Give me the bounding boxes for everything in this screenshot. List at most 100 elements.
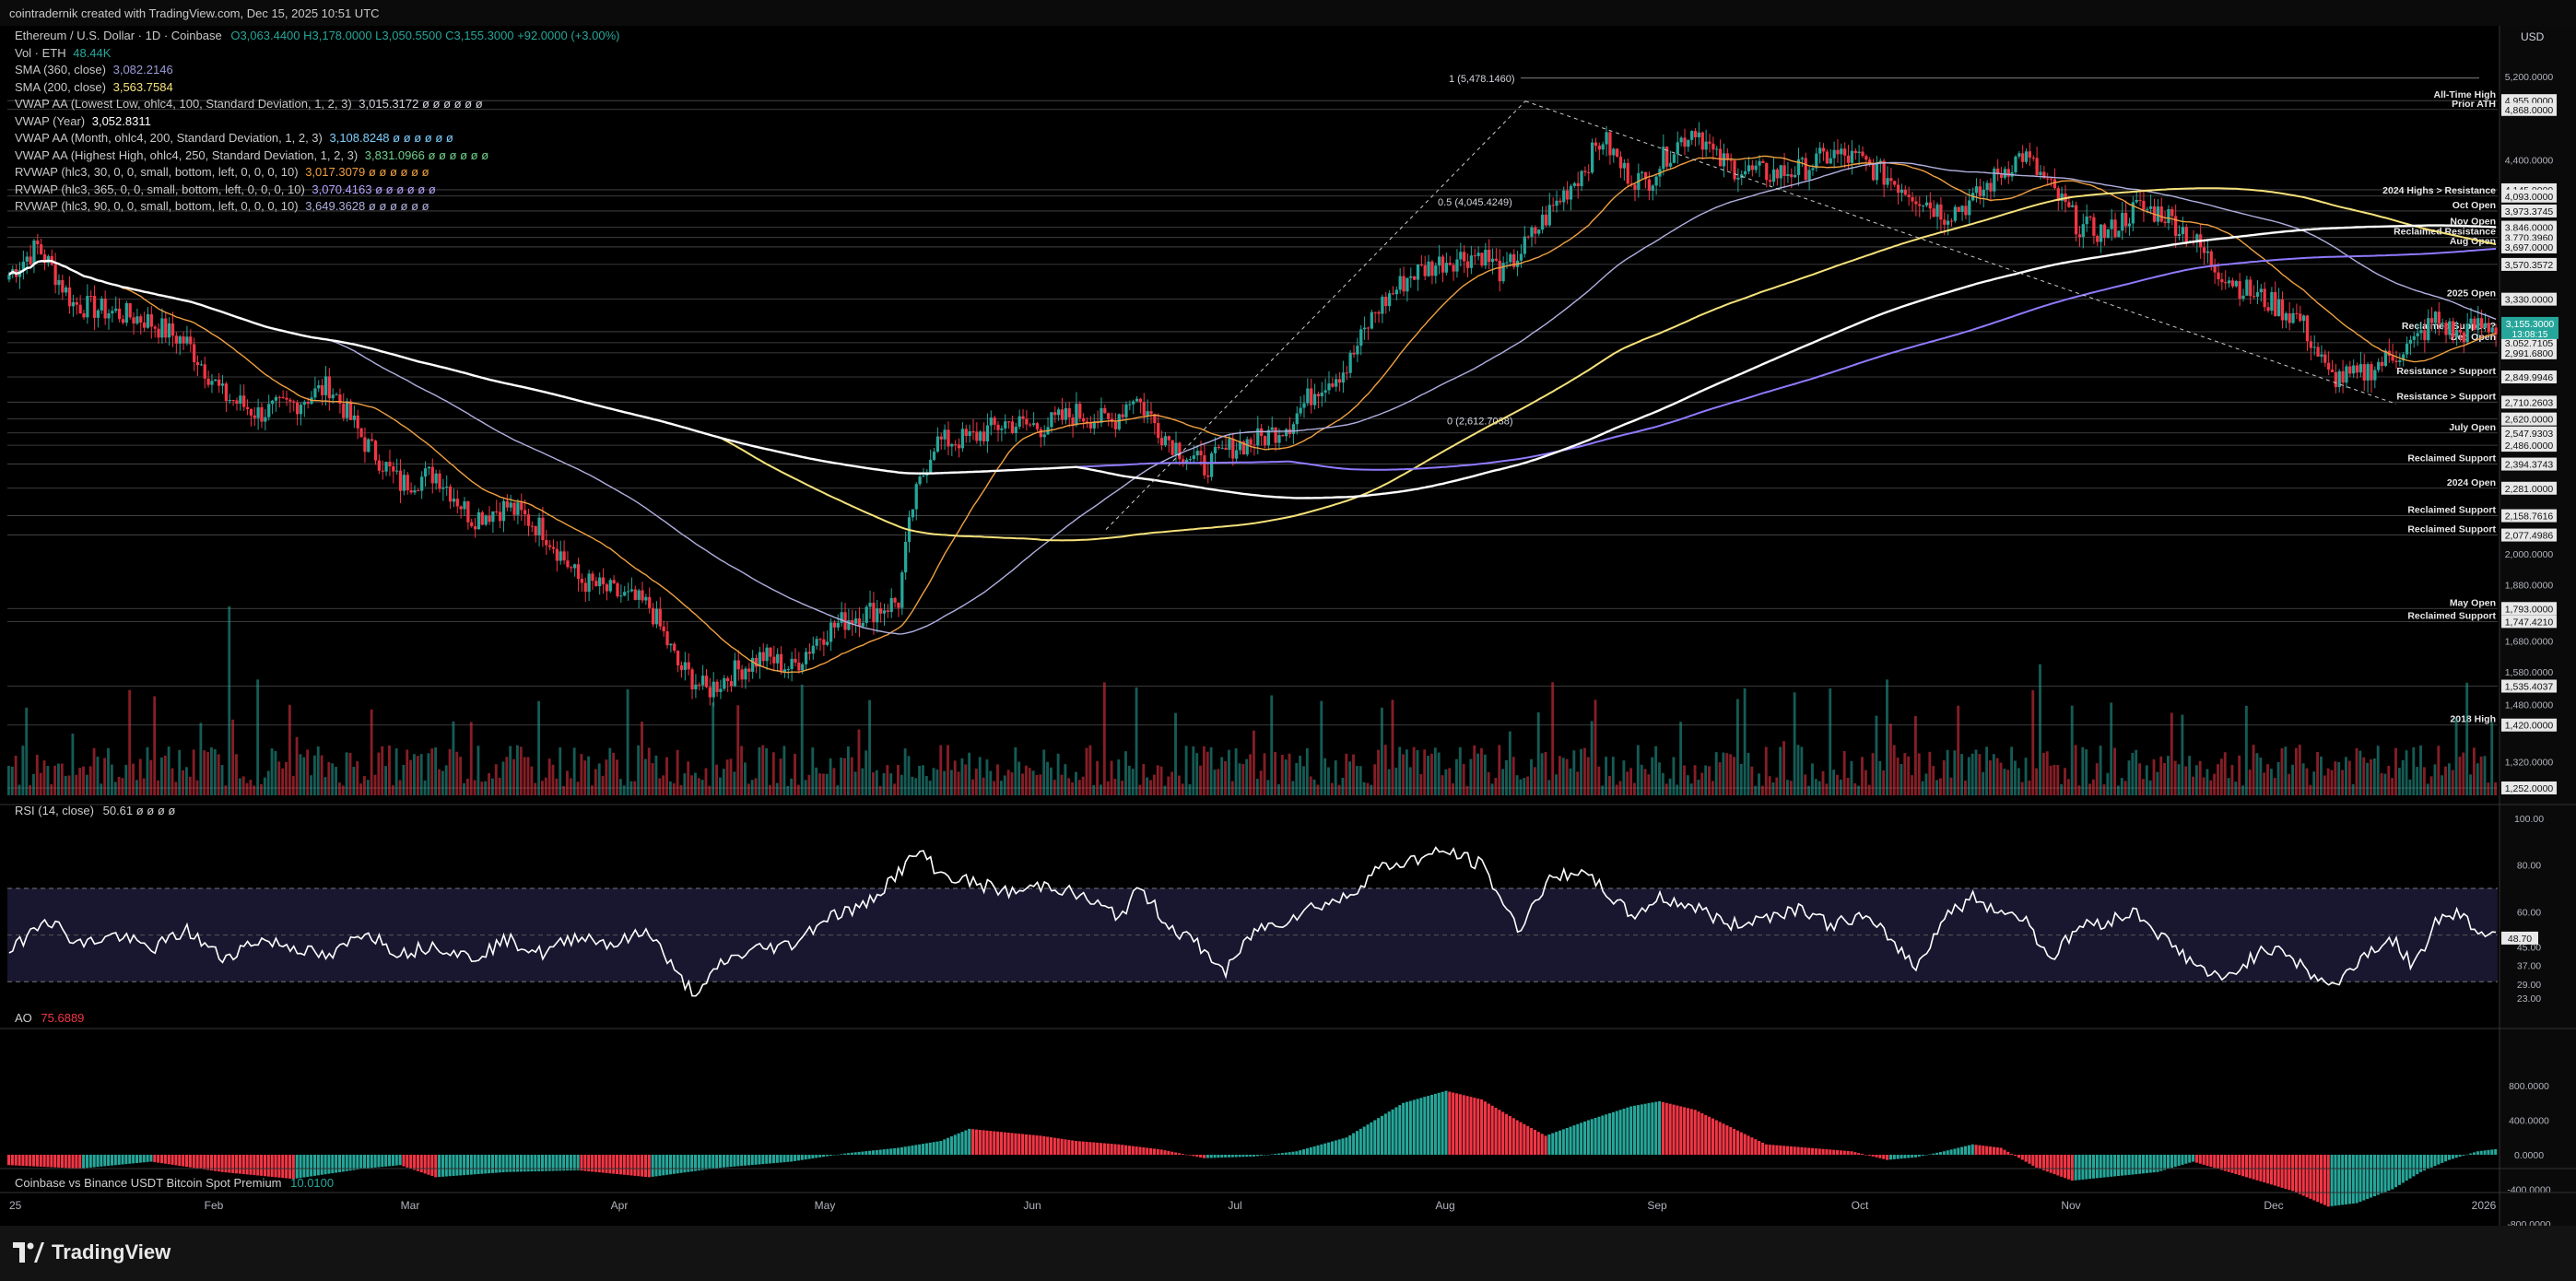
level-label: Reclaimed Support [2407, 610, 2496, 621]
volume-bar [2391, 778, 2394, 795]
candle-body [306, 402, 310, 405]
volume-bar [576, 782, 580, 795]
ao-bar [796, 1155, 800, 1161]
candle-body [935, 436, 940, 452]
volume-bar [295, 736, 299, 795]
volume-bar [1946, 749, 1949, 795]
candle-body [644, 596, 648, 601]
volume-bar [2227, 778, 2230, 795]
ao-bar [2064, 1155, 2067, 1179]
volume-bar [29, 784, 32, 795]
ao-bar [256, 1155, 260, 1176]
volume-bar [2476, 763, 2479, 795]
candle-body [1448, 263, 1452, 265]
ao-bar [1088, 1142, 1092, 1155]
legend-line-label: RVWAP (hlc3, 365, 0, 0, small, bottom, l… [15, 182, 305, 196]
volume-bar [1006, 770, 1010, 795]
ao-bar [82, 1155, 86, 1169]
ao-bar [1582, 1121, 1587, 1155]
ao-bar [1689, 1109, 1693, 1155]
ao-bar [882, 1149, 886, 1155]
volume-bar [1896, 758, 1900, 795]
ao-bar [498, 1155, 501, 1173]
volume-bar [1733, 757, 1735, 795]
ao-bar [1146, 1147, 1149, 1155]
ao-bar [1209, 1155, 1213, 1158]
candle-body [2377, 361, 2381, 370]
candle-body [733, 660, 736, 687]
candle-body [1804, 158, 1807, 181]
ao-bar [2181, 1155, 2184, 1165]
ao-bar [1935, 1152, 1939, 1155]
candle-body [960, 429, 965, 449]
candle-body [2142, 200, 2146, 210]
ao-bar [1006, 1133, 1010, 1155]
ao-bar [178, 1155, 182, 1166]
ao-bar [1888, 1155, 1892, 1160]
ao-bar [2255, 1155, 2259, 1181]
candle-body [2249, 279, 2253, 297]
ao-bar [2202, 1155, 2205, 1165]
volume-bar [1618, 781, 1622, 795]
ao-bar [850, 1152, 853, 1155]
candle-body [1591, 142, 1594, 173]
candle-body [2476, 318, 2480, 331]
volume-bar [2454, 717, 2458, 795]
candle-body [203, 364, 206, 379]
volume-bar [1217, 769, 1220, 795]
candle-body [687, 662, 690, 670]
legend-line-2: SMA (200, close) 3,563.7584 [15, 79, 619, 97]
volume-bar [865, 750, 868, 795]
volume-bar [1747, 752, 1750, 795]
volume-bar [1380, 707, 1383, 795]
volume-bar [1743, 688, 1747, 795]
level-price-text: 2,281.0000 [2505, 484, 2554, 495]
volume-bar [1978, 754, 1982, 795]
legend-line-label: VWAP (Year) [15, 113, 86, 128]
volume-bar [452, 721, 455, 795]
ao-bar [1569, 1126, 1572, 1155]
candle-body [1029, 424, 1032, 426]
ao-bar [1113, 1144, 1117, 1155]
ao-bar [2376, 1155, 2380, 1195]
ao-bar [1758, 1141, 1761, 1155]
candle-body [2039, 171, 2042, 175]
ao-bar [704, 1155, 708, 1170]
volume-bar [7, 766, 10, 795]
ao-bar [1121, 1145, 1124, 1155]
candle-body [164, 318, 168, 338]
volume-bar [922, 765, 924, 795]
candle-body [1310, 388, 1313, 405]
legend-line-label: VWAP AA (Highest High, ohlc4, 250, Stand… [15, 147, 359, 162]
level-price-text: 2,991.6800 [2505, 348, 2554, 359]
candle-body [975, 431, 979, 441]
ao-bar [1804, 1147, 1807, 1155]
ao-bar [21, 1155, 25, 1166]
candle-body [1765, 163, 1769, 181]
volume-bar [1679, 722, 1683, 795]
ao-bar [964, 1130, 968, 1155]
candle-body [1209, 452, 1214, 477]
candle-body [1206, 475, 1210, 477]
volume-bar [370, 709, 373, 795]
chart-area[interactable]: All-Time High Prior ATH 2024 Highs > Resis… [0, 26, 2576, 1230]
ao-bar [996, 1131, 1000, 1155]
rsi-tick: 37.00 [2517, 961, 2541, 972]
candle-body [626, 591, 630, 593]
candle-body [1149, 411, 1153, 415]
candle-body [299, 405, 303, 415]
volume-bar [771, 752, 775, 795]
tradingview-logo[interactable]: TradingView [13, 1240, 171, 1264]
candle-body [1359, 329, 1363, 347]
candle-body [1373, 311, 1377, 313]
volume-bar [1458, 746, 1462, 795]
volume-bar [2148, 780, 2152, 795]
candle-body [583, 582, 587, 593]
candle-body [570, 567, 573, 569]
level-price-text: 1,535.4037 [2505, 682, 2554, 693]
candle-body [2348, 366, 2352, 374]
volume-bar [2291, 764, 2294, 795]
ao-bar [897, 1147, 900, 1155]
legend-symbol[interactable]: Ethereum / U.S. Dollar · 1D · Coinbase [15, 29, 222, 42]
